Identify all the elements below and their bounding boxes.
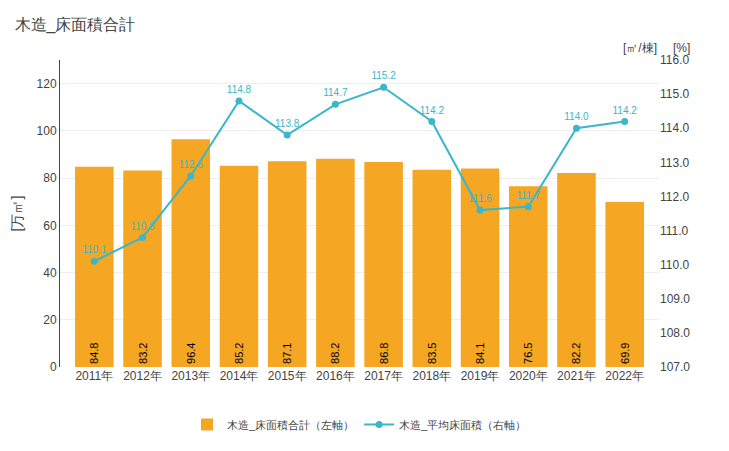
svg-text:60: 60 <box>43 219 57 233</box>
svg-text:84.8: 84.8 <box>88 343 100 364</box>
svg-text:2020年: 2020年 <box>509 369 548 383</box>
svg-text:84.1: 84.1 <box>474 343 486 364</box>
svg-text:87.1: 87.1 <box>281 343 293 364</box>
svg-text:86.8: 86.8 <box>378 343 390 364</box>
svg-text:0: 0 <box>50 360 57 374</box>
svg-text:木造_床面積合計（左軸）: 木造_床面積合計（左軸） <box>227 419 354 431</box>
svg-text:69.9: 69.9 <box>619 343 631 364</box>
svg-text:木造_平均床面積（右軸）: 木造_平均床面積（右軸） <box>399 419 526 431</box>
svg-text:112.6: 112.6 <box>179 159 204 170</box>
svg-text:2015年: 2015年 <box>268 369 307 383</box>
svg-text:85.2: 85.2 <box>233 343 245 364</box>
svg-text:113.8: 113.8 <box>275 118 300 129</box>
svg-text:[万㎡]: [万㎡] <box>9 196 25 232</box>
svg-text:114.0: 114.0 <box>660 121 689 135</box>
svg-text:2012年: 2012年 <box>123 369 162 383</box>
svg-text:111.0: 111.0 <box>660 224 689 238</box>
svg-text:2016年: 2016年 <box>316 369 355 383</box>
svg-text:80: 80 <box>43 171 57 185</box>
svg-text:115.0: 115.0 <box>660 87 689 101</box>
svg-text:107.0: 107.0 <box>660 360 690 374</box>
svg-text:115.2: 115.2 <box>371 70 396 81</box>
svg-text:[㎡/棟]: [㎡/棟] <box>623 41 657 55</box>
svg-text:100: 100 <box>37 124 57 138</box>
svg-text:2014年: 2014年 <box>220 369 259 383</box>
svg-text:2013年: 2013年 <box>171 369 210 383</box>
svg-text:2019年: 2019年 <box>461 369 500 383</box>
svg-text:111.7: 111.7 <box>516 190 540 201</box>
svg-text:112.0: 112.0 <box>660 190 689 204</box>
svg-text:20: 20 <box>43 313 57 327</box>
svg-text:109.0: 109.0 <box>660 292 690 306</box>
svg-text:[%]: [%] <box>673 41 690 55</box>
svg-text:2022年: 2022年 <box>605 369 644 383</box>
svg-text:82.2: 82.2 <box>570 343 582 364</box>
svg-text:120: 120 <box>37 77 57 91</box>
svg-text:40: 40 <box>43 266 57 280</box>
svg-text:96.4: 96.4 <box>185 343 197 364</box>
svg-text:110.8: 110.8 <box>130 221 155 232</box>
svg-text:木造_床面積合計: 木造_床面積合計 <box>15 16 136 34</box>
svg-text:111.6: 111.6 <box>468 193 492 204</box>
svg-text:110.1: 110.1 <box>82 244 107 255</box>
svg-text:116.0: 116.0 <box>660 53 689 67</box>
svg-text:114.7: 114.7 <box>323 87 348 98</box>
svg-text:113.0: 113.0 <box>660 156 689 170</box>
svg-text:114.2: 114.2 <box>420 105 445 116</box>
svg-text:110.0: 110.0 <box>660 258 689 272</box>
svg-text:2021年: 2021年 <box>557 369 596 383</box>
svg-text:2011年: 2011年 <box>75 369 113 383</box>
svg-text:83.5: 83.5 <box>426 343 438 364</box>
svg-text:83.2: 83.2 <box>137 343 149 364</box>
svg-text:114.0: 114.0 <box>564 111 589 122</box>
svg-text:114.8: 114.8 <box>227 84 252 95</box>
svg-text:108.0: 108.0 <box>660 326 690 340</box>
svg-text:2018年: 2018年 <box>412 369 451 383</box>
svg-text:76.5: 76.5 <box>522 343 534 364</box>
svg-text:114.2: 114.2 <box>613 105 638 116</box>
svg-text:2017年: 2017年 <box>364 369 403 383</box>
svg-text:88.2: 88.2 <box>329 343 341 364</box>
